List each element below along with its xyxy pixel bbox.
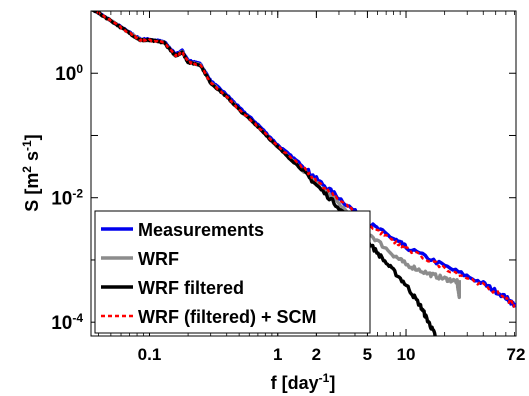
x-tick-label: 0.1 bbox=[138, 345, 162, 364]
legend-box bbox=[94, 210, 371, 334]
x-tick-label: 72 bbox=[507, 345, 526, 364]
x-tick-label: 5 bbox=[363, 345, 372, 364]
legend-label: WRF (filtered) + SCM bbox=[138, 307, 317, 327]
series-line-wrf-filtered bbox=[91, 11, 437, 336]
y-tick-label: 10-2 bbox=[51, 187, 83, 210]
x-axis-label: f [day-1] bbox=[271, 371, 336, 393]
legend-label: Measurements bbox=[138, 220, 264, 240]
y-axis-label-sup2: -1 bbox=[20, 140, 34, 151]
x-axis-label-sup: -1 bbox=[319, 371, 330, 385]
x-tick-label: 1 bbox=[273, 345, 282, 364]
series-line-wrf-filtered-scm bbox=[93, 11, 516, 308]
y-axis-label: S [m2 s-1] bbox=[20, 134, 42, 211]
x-tick-label: 10 bbox=[397, 345, 416, 364]
legend-label: WRF filtered bbox=[138, 278, 244, 298]
legend-label: WRF bbox=[138, 249, 179, 269]
legend: Measurements WRF WRF filtered WRF (filtered… bbox=[94, 210, 371, 334]
y-tick-label: 100 bbox=[55, 62, 83, 85]
tick-layer: 0.1 1 2 5 10 72 100 10-2 10-4 bbox=[51, 10, 526, 364]
x-tick-label: 2 bbox=[312, 345, 321, 364]
y-tick-label: 10-4 bbox=[51, 311, 83, 334]
y-axis-label-sup1: 2 bbox=[20, 166, 34, 173]
series-layer bbox=[91, 11, 516, 336]
